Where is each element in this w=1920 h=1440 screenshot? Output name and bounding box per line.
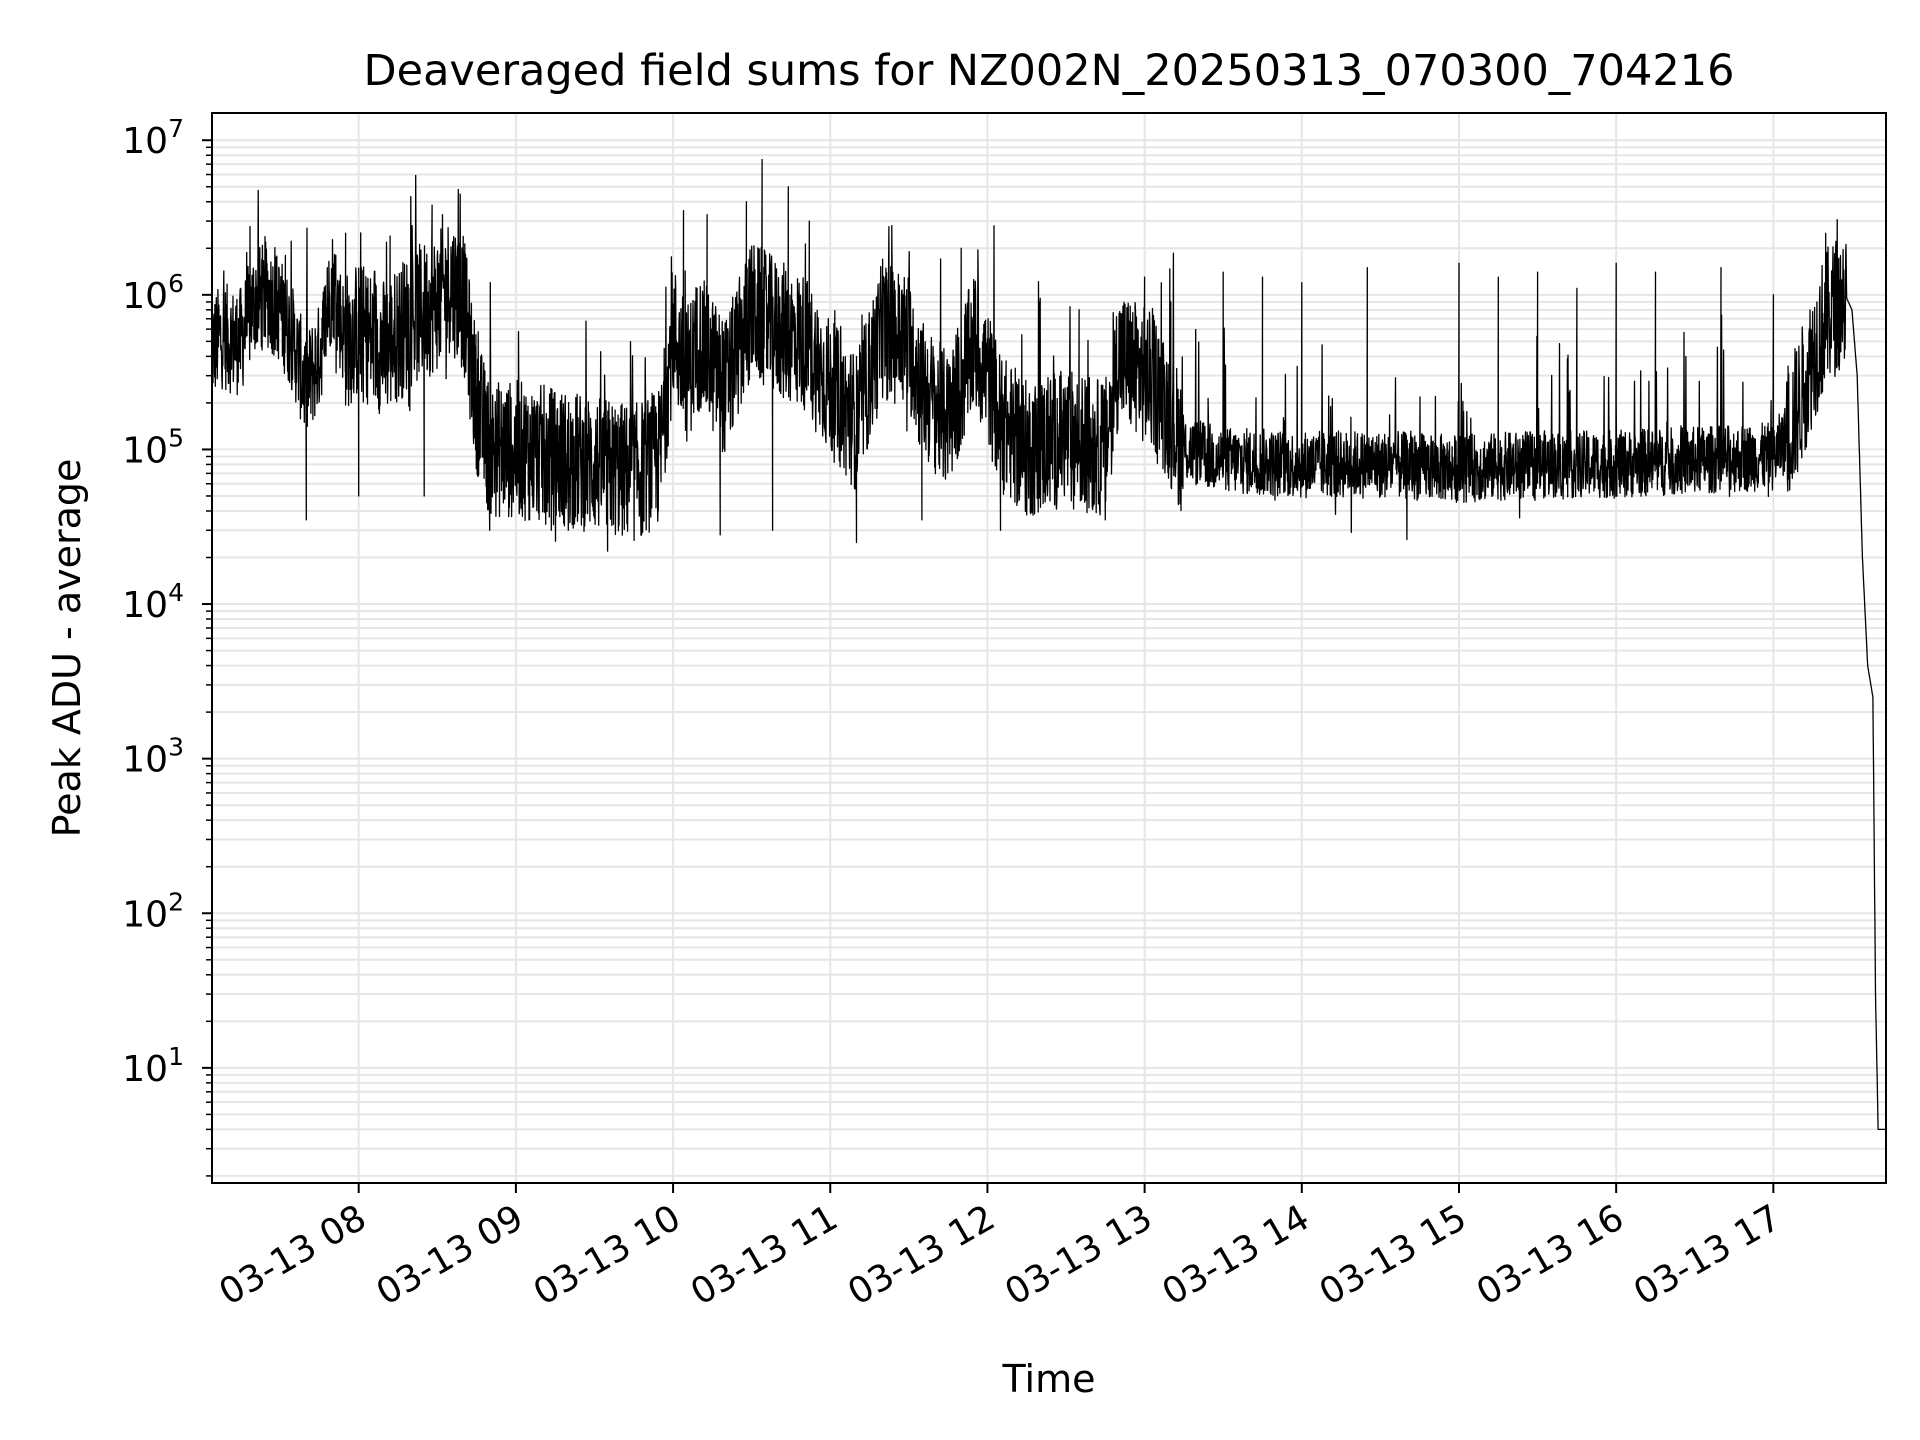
- plot-frame: [211, 112, 1887, 1184]
- y-tick-label: 103: [122, 733, 184, 781]
- y-tick-label: 107: [122, 114, 184, 162]
- x-axis-label: Time: [1002, 1357, 1096, 1401]
- chart-title: Deaveraged field sums for NZ002N_2025031…: [364, 46, 1735, 96]
- y-tick-label: 106: [122, 269, 184, 317]
- series-line: [211, 158, 1887, 1131]
- y-axis-label: Peak ADU - average: [45, 459, 89, 838]
- y-tick-label: 102: [122, 887, 184, 935]
- series-layer: [211, 158, 1887, 1131]
- y-tick-label: 105: [122, 423, 184, 471]
- y-tick-label: 104: [122, 578, 184, 626]
- y-tick-label: 101: [122, 1042, 184, 1090]
